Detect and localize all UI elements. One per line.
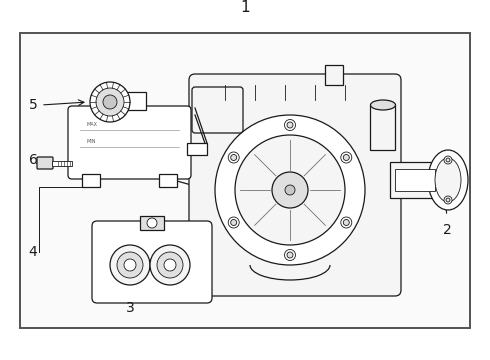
Ellipse shape [428, 150, 468, 210]
Bar [390, 162, 435, 198]
Circle shape [444, 196, 452, 204]
Circle shape [103, 95, 117, 109]
Circle shape [341, 217, 352, 228]
FancyBboxPatch shape [37, 157, 53, 169]
Circle shape [343, 154, 349, 161]
Circle shape [90, 82, 130, 122]
Text: 4: 4 [28, 245, 37, 259]
Circle shape [96, 88, 124, 116]
Circle shape [215, 115, 365, 265]
Circle shape [228, 217, 239, 228]
Text: 6: 6 [28, 153, 37, 167]
Circle shape [272, 172, 308, 208]
Circle shape [117, 252, 143, 278]
Circle shape [231, 154, 237, 161]
Ellipse shape [435, 158, 461, 202]
Circle shape [341, 152, 352, 163]
Circle shape [444, 156, 452, 164]
Circle shape [287, 252, 293, 258]
Circle shape [110, 245, 150, 285]
Circle shape [446, 158, 450, 162]
Circle shape [446, 198, 450, 202]
Text: MIN: MIN [86, 139, 96, 144]
Bar [370, 105, 395, 150]
Bar [325, 65, 343, 85]
Circle shape [285, 120, 295, 130]
Bar [159, 174, 177, 187]
Text: 5: 5 [28, 98, 37, 112]
Text: 3: 3 [125, 301, 134, 315]
Bar [52, 161, 72, 166]
FancyBboxPatch shape [192, 87, 243, 133]
Circle shape [147, 218, 157, 228]
Circle shape [164, 259, 176, 271]
Bar [114, 92, 146, 110]
Circle shape [285, 249, 295, 261]
Circle shape [285, 185, 295, 195]
Ellipse shape [370, 100, 395, 110]
Circle shape [235, 135, 345, 245]
FancyBboxPatch shape [92, 221, 212, 303]
Text: MAX: MAX [86, 122, 97, 127]
Bar [20, 33, 470, 328]
Bar [395, 169, 435, 191]
Circle shape [231, 220, 237, 225]
Circle shape [343, 220, 349, 225]
Circle shape [228, 152, 239, 163]
FancyBboxPatch shape [189, 74, 401, 296]
FancyBboxPatch shape [68, 106, 191, 179]
Circle shape [157, 252, 183, 278]
Bar [187, 143, 207, 155]
Circle shape [124, 259, 136, 271]
Text: 1: 1 [240, 0, 250, 15]
Bar [140, 216, 164, 230]
Bar [20, 33, 470, 328]
Bar [82, 174, 100, 187]
Circle shape [287, 122, 293, 128]
Text: 2: 2 [442, 223, 451, 237]
Circle shape [150, 245, 190, 285]
